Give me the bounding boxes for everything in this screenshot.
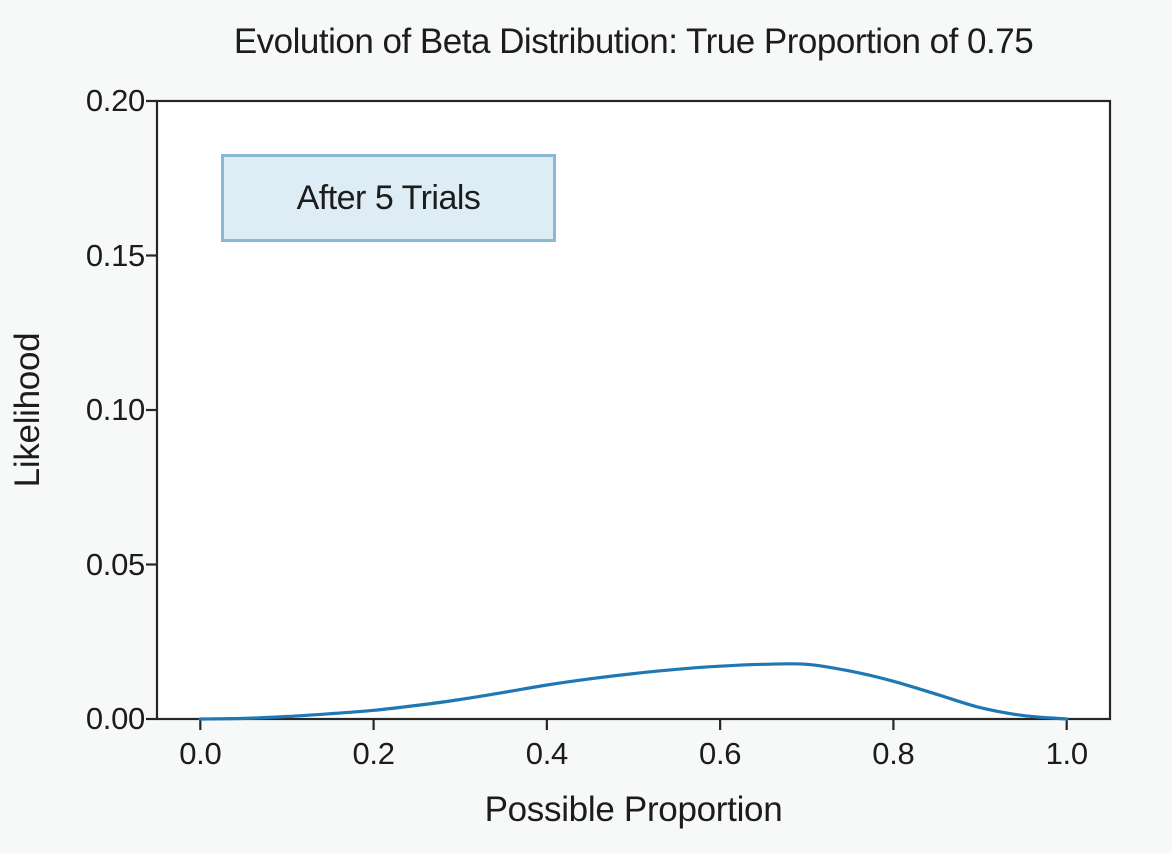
annotation-box: After 5 Trials (221, 154, 556, 242)
x-tick-label: 0.8 (872, 736, 915, 771)
y-tick-label: 0.00 (85, 701, 145, 736)
x-tick-label: 0.2 (352, 736, 395, 771)
x-axis-label: Possible Proportion (484, 790, 783, 829)
likelihood-curve (198, 662, 1069, 721)
x-tick-label: 0.6 (699, 736, 742, 771)
chart-title: Evolution of Beta Distribution: True Pro… (233, 22, 1034, 61)
y-tick-label: 0.10 (85, 392, 145, 427)
y-tick-label: 0.20 (85, 83, 145, 118)
y-tick-label: 0.05 (85, 546, 145, 582)
y-tick-label: 0.15 (85, 237, 145, 273)
x-tick-label: 0.0 (179, 736, 222, 771)
x-tick-label: 0.4 (525, 736, 569, 771)
x-tick-label: 1.0 (1045, 736, 1089, 771)
annotation-label: After 5 Trials (296, 178, 481, 217)
